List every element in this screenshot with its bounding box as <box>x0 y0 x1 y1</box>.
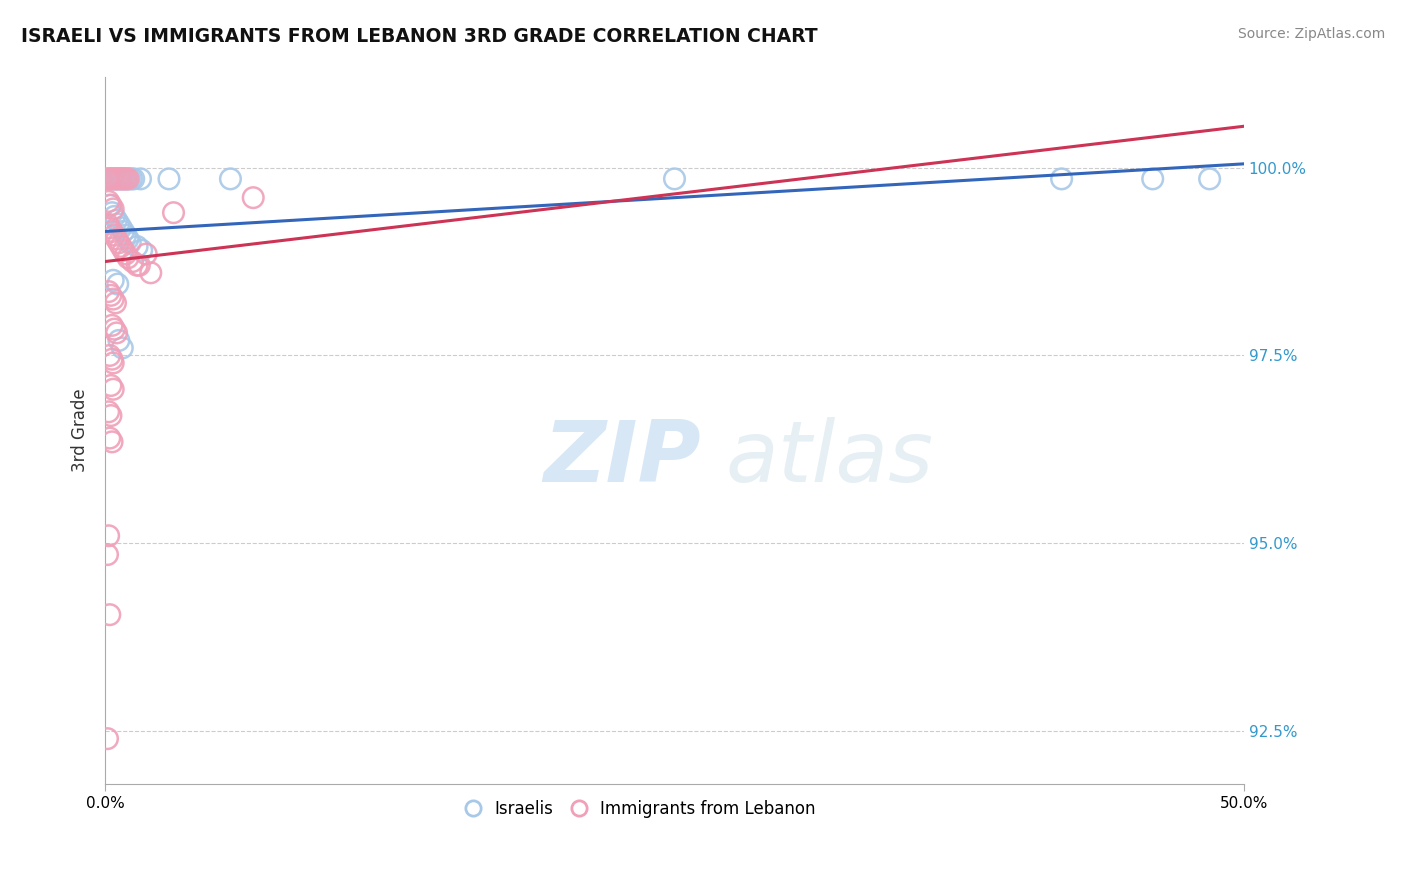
Text: Source: ZipAtlas.com: Source: ZipAtlas.com <box>1237 27 1385 41</box>
Point <box>135 247 157 261</box>
Point <box>103 210 125 224</box>
Point <box>1198 172 1220 186</box>
Point <box>98 198 121 212</box>
Point <box>111 341 134 355</box>
Point <box>98 607 121 622</box>
Point <box>100 288 122 302</box>
Point <box>101 172 124 186</box>
Point <box>100 198 122 212</box>
Point <box>129 172 152 186</box>
Point <box>110 239 132 253</box>
Point <box>96 217 118 231</box>
Point <box>101 434 124 449</box>
Text: ISRAELI VS IMMIGRANTS FROM LEBANON 3RD GRADE CORRELATION CHART: ISRAELI VS IMMIGRANTS FROM LEBANON 3RD G… <box>21 27 818 45</box>
Point <box>122 172 145 186</box>
Point <box>104 296 127 310</box>
Point <box>97 194 120 209</box>
Point <box>157 172 180 186</box>
Point <box>108 334 131 348</box>
Point <box>96 548 118 562</box>
Point <box>100 172 122 186</box>
Point <box>115 172 138 186</box>
Point <box>105 232 128 246</box>
Point <box>101 205 124 219</box>
Point <box>97 529 120 543</box>
Point <box>101 202 124 216</box>
Point <box>117 232 139 246</box>
Point <box>114 172 136 186</box>
Point <box>664 172 686 186</box>
Point <box>97 405 120 419</box>
Point <box>107 172 129 186</box>
Point <box>108 172 131 186</box>
Point <box>101 292 124 306</box>
Point <box>242 191 264 205</box>
Text: atlas: atlas <box>725 417 934 500</box>
Point <box>98 348 121 362</box>
Point <box>101 273 124 287</box>
Point <box>98 172 121 186</box>
Point <box>117 172 139 186</box>
Point <box>110 172 132 186</box>
Point <box>112 172 135 186</box>
Point <box>103 322 125 336</box>
Point <box>103 172 125 186</box>
Point <box>112 244 135 258</box>
Point <box>108 235 131 250</box>
Point <box>127 258 149 272</box>
Point <box>128 258 150 272</box>
Point <box>111 172 134 186</box>
Point <box>120 172 142 186</box>
Point <box>100 409 122 423</box>
Point <box>96 731 118 746</box>
Point <box>219 172 242 186</box>
Point <box>101 382 124 396</box>
Point <box>110 220 132 235</box>
Point <box>112 224 135 238</box>
Point <box>117 251 139 265</box>
Point <box>100 378 122 392</box>
Point <box>121 254 143 268</box>
Point <box>98 220 121 235</box>
Point <box>131 244 153 258</box>
Y-axis label: 3rd Grade: 3rd Grade <box>72 389 89 473</box>
Point <box>101 318 124 333</box>
Legend: Israelis, Immigrants from Lebanon: Israelis, Immigrants from Lebanon <box>458 794 823 825</box>
Point <box>114 247 136 261</box>
Point <box>96 172 118 186</box>
Point <box>1050 172 1073 186</box>
Point <box>108 217 131 231</box>
Point <box>105 172 128 186</box>
Point <box>108 172 131 186</box>
Point <box>127 239 149 253</box>
Point <box>1142 172 1164 186</box>
Point <box>103 228 125 243</box>
Point <box>107 277 129 291</box>
Point <box>118 172 141 186</box>
Point <box>97 285 120 299</box>
Point <box>98 431 121 445</box>
Point <box>97 172 120 186</box>
Text: ZIP: ZIP <box>544 417 702 500</box>
Point <box>104 172 127 186</box>
Point <box>114 172 136 186</box>
Point <box>101 224 124 238</box>
Point <box>139 266 162 280</box>
Point <box>105 326 128 340</box>
Point <box>105 213 128 227</box>
Point <box>101 356 124 370</box>
Point <box>101 172 124 186</box>
Point <box>162 205 184 219</box>
Point <box>114 228 136 243</box>
Point <box>120 235 142 250</box>
Point <box>101 352 124 367</box>
